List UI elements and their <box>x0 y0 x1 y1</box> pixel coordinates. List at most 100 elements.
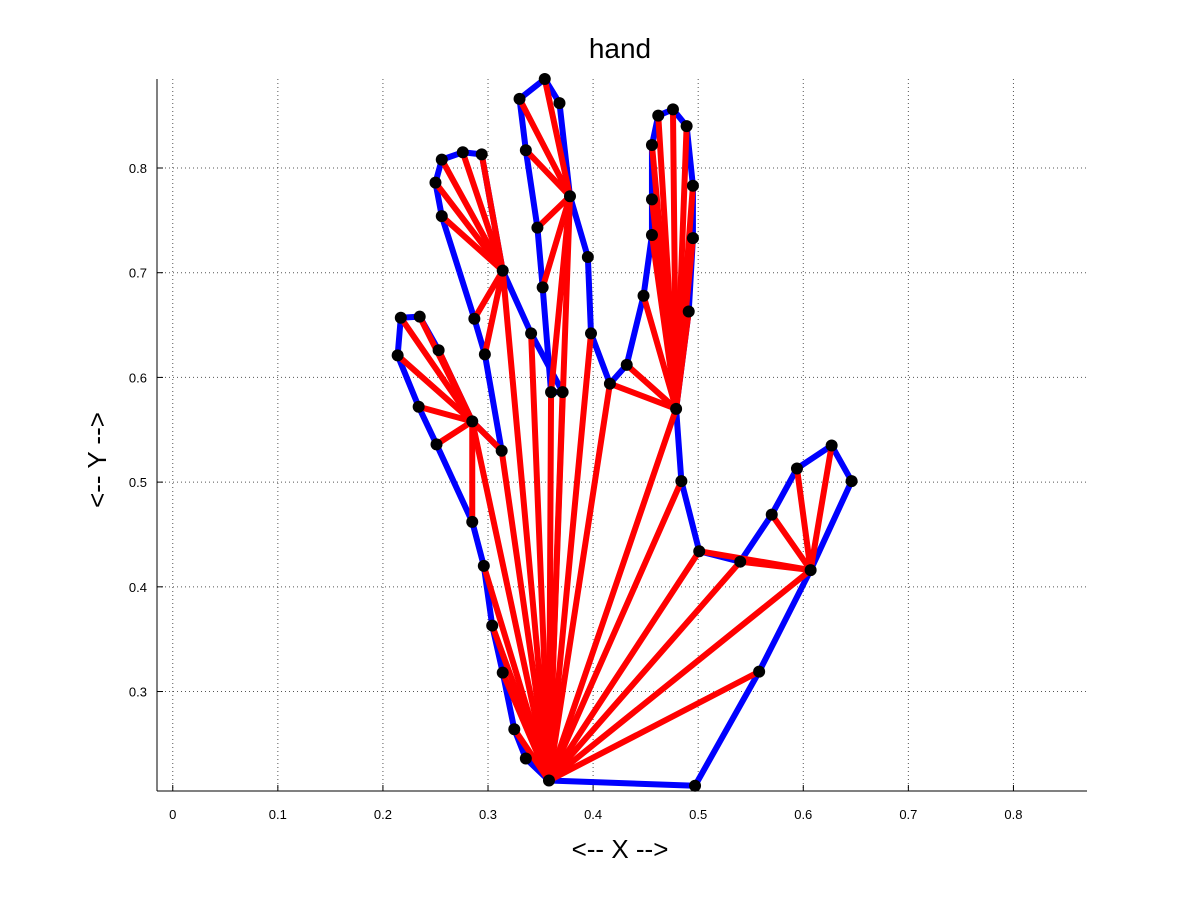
triangulation-edge <box>541 76 573 200</box>
vertex-point <box>468 312 481 325</box>
outline-segment <box>623 292 647 368</box>
vertex-point <box>477 559 490 572</box>
vertex-point <box>790 462 803 475</box>
outline-series <box>394 76 855 789</box>
outline-segment <box>433 441 476 525</box>
vertex-point <box>637 289 650 302</box>
vertex-point <box>553 97 566 110</box>
vertex-point <box>693 545 706 558</box>
triangulation-edge <box>469 418 552 784</box>
vertex-point <box>531 221 544 234</box>
triangulation-edge <box>415 403 476 425</box>
vertex-point <box>804 564 817 577</box>
outline-segment <box>539 284 555 396</box>
y-tick-label: 0.3 <box>129 685 147 700</box>
triangulation-edge <box>807 442 835 574</box>
outline-segment <box>673 405 685 485</box>
triangulation-edge <box>459 149 506 274</box>
vertex-point <box>538 73 551 85</box>
triangulation-edge <box>433 418 476 448</box>
tick-labels: 0 0.1 0.2 0.3 0.4 0.5 0.6 0.7 0.8 0.3 0.4 0.5 0.6 0.7… <box>129 161 1023 822</box>
outline-segment <box>481 351 505 454</box>
triangulation-edge <box>511 726 552 784</box>
triangulation-edge <box>545 567 814 784</box>
vertex-point <box>734 555 747 568</box>
outline-segment <box>737 511 775 565</box>
y-tick-label: 0.7 <box>129 266 147 281</box>
x-tick-label: 0 <box>169 807 176 822</box>
vertex-point <box>666 103 679 116</box>
outline-segment <box>807 478 855 574</box>
vertex-point <box>430 438 443 451</box>
outline-segment <box>394 314 404 359</box>
outline-segment <box>415 403 440 448</box>
y-tick-label: 0.5 <box>129 475 147 490</box>
vertex-point <box>542 774 555 787</box>
vertex-point <box>620 358 633 371</box>
x-tick-label: 0.6 <box>794 807 812 822</box>
triangulation-edge <box>498 447 552 784</box>
grid <box>157 79 1087 791</box>
triangulation-edge <box>606 380 680 412</box>
vertex-point <box>475 148 488 161</box>
outline-segment <box>828 442 855 485</box>
vertex-point <box>429 176 442 189</box>
triangulation-edge <box>528 330 552 784</box>
triangulation-series <box>394 76 835 784</box>
y-tick-label: 0.4 <box>129 580 147 595</box>
triangulation-edge <box>522 147 573 200</box>
chart-title: hand <box>589 33 651 64</box>
vertex-point <box>682 305 695 318</box>
vertex-point <box>413 310 426 323</box>
triangulation-edge <box>548 193 573 396</box>
x-tick-label: 0.3 <box>479 807 497 822</box>
triangulation-edge <box>432 179 506 274</box>
triangulation-edge <box>516 95 573 200</box>
vertex-point <box>603 377 616 390</box>
triangulation-edge <box>481 267 506 358</box>
vertex-point <box>391 349 404 362</box>
triangulation-edge <box>438 156 506 274</box>
vertex-point <box>680 120 693 133</box>
vertex-point <box>496 666 509 679</box>
vertex-point <box>394 311 407 324</box>
outline-segment <box>534 224 546 291</box>
vertex-point <box>456 146 469 159</box>
outline-segment <box>438 213 478 322</box>
vertex-point <box>645 138 658 151</box>
triangulation-edge <box>499 267 552 784</box>
outline-segment <box>528 330 566 396</box>
triangulation-edge <box>545 380 613 784</box>
vertex-point <box>670 402 683 415</box>
vertex-point <box>675 475 688 488</box>
vertex-markers <box>391 73 858 792</box>
vertex-point <box>652 109 665 122</box>
outline-segment <box>566 193 591 260</box>
triangulation-edge <box>534 193 573 231</box>
x-tick-label: 0.7 <box>899 807 917 822</box>
vertex-point <box>412 400 425 413</box>
triangulation-edge <box>438 213 506 274</box>
vertex-point <box>495 444 508 457</box>
vertex-point <box>686 179 699 192</box>
vertex-point <box>645 229 658 242</box>
vertex-point <box>563 190 576 203</box>
outline-segment <box>469 518 487 569</box>
outline-segment <box>588 330 613 387</box>
outline-segment <box>584 254 594 337</box>
axes <box>156 79 1087 792</box>
triangulation-edge <box>623 361 680 412</box>
vertex-point <box>508 723 521 736</box>
outline-segment <box>522 147 541 231</box>
x-tick-label: 0.8 <box>1004 807 1022 822</box>
triangulation-edge <box>545 558 744 784</box>
triangulation-edge <box>499 669 552 784</box>
vertex-point <box>536 281 549 294</box>
x-tick-label: 0.1 <box>269 807 287 822</box>
triangulation-edge <box>545 330 594 784</box>
triangulation-edge <box>545 405 680 784</box>
vertex-point <box>478 348 491 361</box>
triangulation-edge <box>435 347 476 425</box>
outline-segment <box>394 352 422 410</box>
triangulation-edge <box>793 465 814 574</box>
